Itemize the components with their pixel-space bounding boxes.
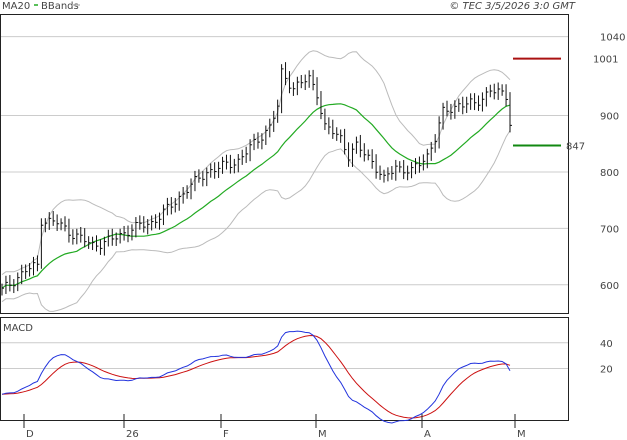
legend-ma20: MA20 <box>2 1 30 12</box>
level-marker-label: 1001 <box>593 55 618 66</box>
bband-upper-line <box>1 50 511 276</box>
price-y-tick-label: 700 <box>600 224 619 235</box>
x-tick-label: M <box>318 429 327 440</box>
price-y-tick-label: 900 <box>600 112 619 123</box>
x-tick-label: M <box>517 429 526 440</box>
price-panel-frame <box>0 14 569 314</box>
price-y-tick-label: 1040 <box>600 33 625 44</box>
level-marker-label: 847 <box>566 141 585 152</box>
macd-line <box>1 330 511 424</box>
legend-bbands: BBands <box>41 1 79 12</box>
x-tick-label: D <box>26 429 34 440</box>
macd-panel-title: MACD <box>3 323 33 334</box>
price-y-tick-label: 800 <box>600 168 619 179</box>
macd-y-tick-label: 40 <box>600 339 613 350</box>
x-tick-label: 26 <box>126 429 139 440</box>
x-tick-label: F <box>223 429 229 440</box>
ma20-line <box>1 103 511 289</box>
price-y-tick-label: 600 <box>600 281 619 292</box>
copyright-timestamp: © TEC 3/5/2026 3:0 GMT <box>449 1 576 12</box>
macd-signal-line <box>1 334 511 419</box>
bband-lower-line <box>1 130 511 312</box>
macd-y-tick-label: 20 <box>600 365 613 376</box>
x-tick-label: A <box>424 429 431 440</box>
